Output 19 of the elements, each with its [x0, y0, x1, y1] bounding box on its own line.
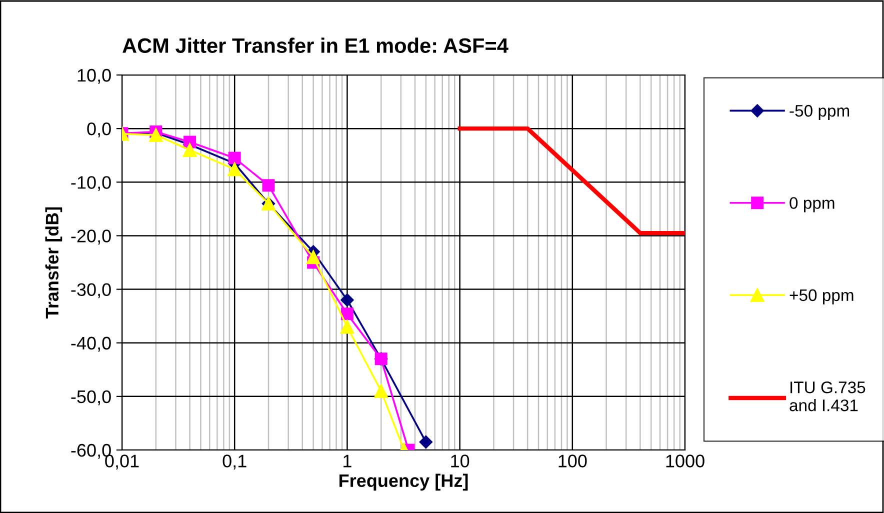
legend-label: ITU G.735 and I.431 [790, 382, 866, 412]
legend-label: -50 ppm [790, 104, 850, 120]
y-tick-label: 0,0 [87, 122, 111, 138]
y-tick-label: -50,0 [71, 390, 111, 406]
y-tick-label: -30,0 [71, 283, 111, 298]
legend-label: 0 ppm [790, 197, 834, 212]
y-axis-title: Transfer [dB] [45, 207, 62, 318]
y-tick-label: -40,0 [71, 336, 111, 352]
x-tick-label: 10 [451, 454, 470, 468]
x-tick-label: 0,1 [222, 454, 246, 470]
x-tick-label: 100 [558, 454, 587, 468]
chart-title: ACM Jitter Transfer in E1 mode: ASF=4 [122, 38, 508, 53]
y-tick-label: 10,0 [78, 68, 111, 84]
y-tick-label: -20,0 [71, 230, 111, 245]
x-tick-label: 1 [344, 454, 352, 468]
legend-label: +50 ppm [790, 289, 854, 304]
x-axis-title: Frequency [Hz] [340, 474, 468, 491]
y-tick-label: -10,0 [71, 176, 111, 191]
x-tick-label: 1000 [666, 454, 704, 468]
